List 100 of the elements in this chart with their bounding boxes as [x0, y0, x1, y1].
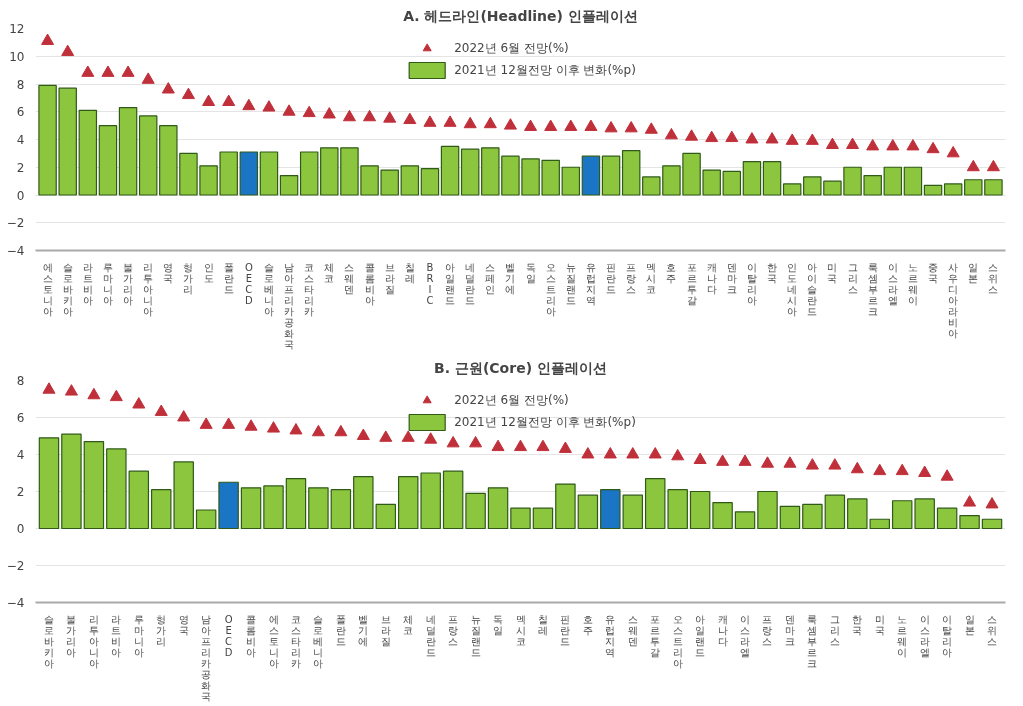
- y-tick-label: −4: [6, 596, 25, 610]
- x-tick-label: 체코: [324, 261, 335, 284]
- x-tick-label: 일본: [964, 613, 975, 636]
- y-tick-label: 8: [16, 374, 25, 388]
- y-tick-label: −2: [6, 559, 25, 573]
- point: [760, 456, 774, 468]
- point: [282, 104, 296, 116]
- bar: [762, 161, 782, 196]
- point: [738, 454, 752, 466]
- bar: [83, 440, 105, 530]
- point: [181, 87, 195, 100]
- x-tick-label: 중국: [928, 261, 939, 284]
- point: [443, 115, 457, 127]
- point: [886, 139, 900, 151]
- x-tick-label: 벨기에: [505, 261, 516, 295]
- x-tick-label: OECD: [224, 613, 233, 658]
- bar: [440, 145, 460, 196]
- x-tick-label: 일본: [968, 261, 979, 284]
- point: [202, 94, 216, 106]
- x-tick-label: 네덜란드: [465, 261, 476, 306]
- x-tick-label: 슬로베니아: [263, 261, 274, 317]
- bar: [330, 489, 352, 530]
- y-tick-label: 12: [9, 22, 25, 36]
- bar: [240, 487, 262, 530]
- point: [199, 417, 213, 429]
- bar: [555, 483, 576, 530]
- bar: [581, 155, 601, 196]
- point: [906, 139, 920, 151]
- x-tick-label: BRIC: [426, 261, 434, 306]
- bar: [259, 151, 279, 196]
- point: [895, 463, 909, 476]
- x-tick-label: 스웨덴: [344, 261, 355, 295]
- point: [783, 456, 797, 468]
- point: [850, 461, 864, 474]
- point: [664, 127, 678, 140]
- point: [242, 98, 256, 111]
- bar: [510, 507, 531, 530]
- chart-title: A. 헤드라인(Headline) 인플레이션: [403, 7, 638, 24]
- point: [940, 469, 954, 481]
- x-tick-label: 이스라엘: [887, 261, 898, 306]
- x-tick-label: 코스타리카: [304, 261, 315, 317]
- point: [564, 119, 578, 131]
- x-tick-label: 헝가리: [183, 261, 194, 295]
- point: [603, 447, 617, 459]
- bar: [561, 166, 581, 196]
- x-tick-label: 스페인: [485, 261, 496, 295]
- x-tick-label: 유럽지역: [605, 613, 616, 658]
- bar: [61, 433, 82, 530]
- x-tick-label: 포르투갈: [650, 613, 661, 658]
- x-tick-label: 스웨덴: [627, 613, 638, 647]
- x-tick-label: 멕시코: [515, 613, 526, 647]
- bar: [903, 166, 923, 196]
- point: [356, 428, 370, 440]
- bar: [936, 507, 958, 530]
- point: [262, 100, 276, 112]
- bar: [239, 151, 259, 196]
- point: [926, 141, 940, 154]
- bar: [779, 505, 801, 530]
- point: [383, 111, 397, 123]
- point: [584, 119, 598, 131]
- point: [866, 139, 880, 151]
- x-tick-label: 룩셈부르크: [807, 613, 818, 669]
- point: [581, 447, 595, 459]
- x-tick-label: 그리스: [847, 261, 858, 295]
- point: [132, 397, 146, 409]
- point: [141, 72, 155, 84]
- x-tick-label: 인도: [203, 261, 214, 284]
- x-tick-label: 체코: [403, 613, 414, 636]
- point: [685, 129, 699, 141]
- x-tick-label: 포르투갈: [686, 261, 697, 306]
- y-tick-label: 4: [16, 133, 25, 147]
- point: [121, 65, 135, 77]
- x-tick-label: 에스토니아: [268, 613, 279, 669]
- x-tick-label: 뉴질랜드: [565, 261, 576, 306]
- point: [379, 430, 393, 442]
- point: [401, 430, 415, 442]
- x-tick-label: 헝가리: [156, 613, 167, 647]
- point: [524, 119, 538, 131]
- point: [363, 109, 377, 122]
- x-tick-label: 남아프리카공화국: [284, 261, 295, 350]
- bar: [218, 481, 239, 530]
- bar: [279, 174, 299, 196]
- bar: [195, 509, 217, 530]
- x-tick-label: 슬로베니아: [313, 613, 324, 669]
- x-tick-label: 스위스: [987, 613, 998, 647]
- point: [966, 159, 980, 172]
- bar: [981, 518, 1003, 530]
- point: [644, 122, 658, 134]
- point: [846, 137, 860, 150]
- point: [693, 452, 707, 465]
- bar: [959, 514, 980, 530]
- x-tick-label: 호주: [666, 261, 677, 284]
- x-tick-label: 독일: [525, 261, 536, 284]
- bar: [621, 150, 641, 196]
- legend-label: 2022년 6월 전망(%): [454, 391, 569, 409]
- point: [705, 130, 719, 143]
- point: [154, 404, 168, 416]
- x-tick-label: 캐나다: [717, 613, 728, 647]
- y-tick-label: −4: [6, 244, 25, 258]
- point: [463, 116, 477, 129]
